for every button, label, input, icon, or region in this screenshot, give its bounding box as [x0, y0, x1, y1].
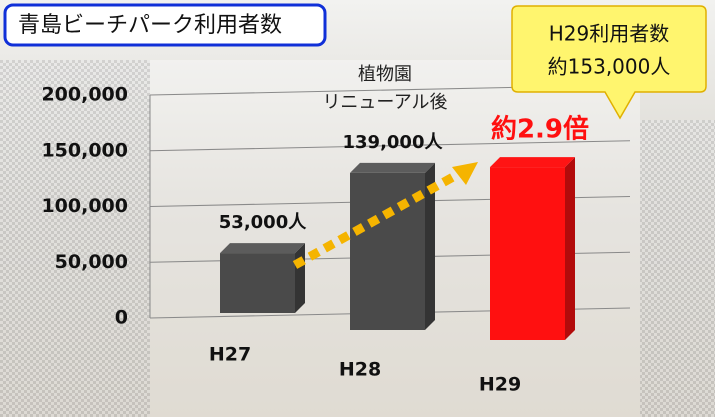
- annotation: リニューアル後: [322, 92, 447, 113]
- bar-top: [350, 163, 435, 173]
- callout-text: H29利用者数: [549, 22, 670, 46]
- background-texture: [0, 60, 150, 417]
- chart: 0 50,000 100,000 150,000 200,000 53,000人 H27 1…: [0, 0, 715, 417]
- y-tick-label: 150,000: [41, 139, 128, 161]
- bar-side: [565, 157, 575, 340]
- callout-text: 約153,000人: [548, 55, 671, 79]
- bar: [220, 253, 295, 313]
- y-tick-label: 100,000: [41, 195, 128, 217]
- background-texture: [640, 120, 715, 417]
- annotation: 約2.9倍: [491, 114, 589, 145]
- page: 0 50,000 100,000 150,000 200,000 53,000人 H27 1…: [0, 0, 715, 417]
- bar-top: [490, 157, 575, 167]
- chart-title: 青島ビーチパーク利用者数: [18, 13, 282, 38]
- y-tick-label: 0: [115, 307, 128, 329]
- y-tick-label: 200,000: [41, 84, 128, 106]
- annotation: 植物園: [358, 64, 412, 85]
- bar-top: [220, 243, 305, 253]
- x-tick-label: H27: [209, 344, 251, 366]
- bar-side: [295, 243, 305, 313]
- value-label: 139,000人: [343, 132, 444, 153]
- x-tick-label: H29: [479, 374, 521, 396]
- x-tick-label: H28: [339, 359, 381, 381]
- value-label: 53,000人: [219, 212, 307, 233]
- y-tick-label: 50,000: [55, 251, 128, 273]
- bar: [490, 167, 565, 340]
